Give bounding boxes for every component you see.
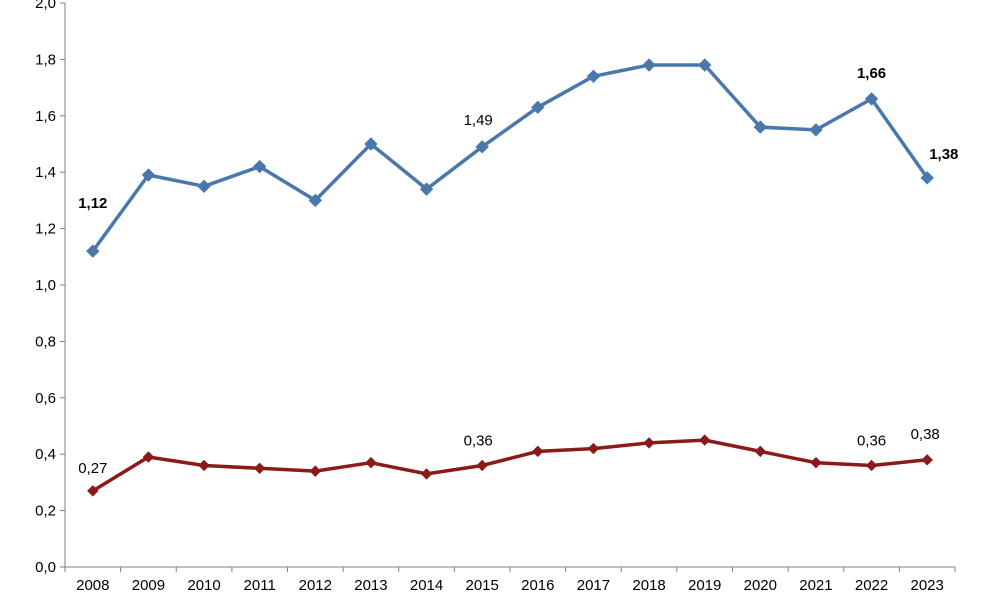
data-label: 0,38 xyxy=(911,426,940,443)
data-point-marker xyxy=(197,179,211,194)
data-point-marker xyxy=(532,445,544,458)
x-axis-ticks: 2008 2009 2010 2011 2012 2013 2014 2015 2016 2017… xyxy=(64,567,956,593)
data-label: 0,27 xyxy=(78,460,107,477)
data-point-marker xyxy=(809,123,823,137)
series-0 xyxy=(86,58,934,258)
y-tick-label: 0,8 xyxy=(35,333,56,350)
x-tick-label: 2012 xyxy=(299,577,332,593)
series-line xyxy=(91,63,929,253)
x-tick-label: 2022 xyxy=(855,577,888,593)
data-point-marker xyxy=(309,465,322,477)
y-tick-label: 0,0 xyxy=(35,559,56,576)
data-point-marker xyxy=(864,92,879,106)
data-point-marker xyxy=(142,451,155,463)
data-point-marker xyxy=(865,459,878,472)
y-tick-label: 1,6 xyxy=(35,108,56,125)
data-point-marker xyxy=(810,456,822,469)
data-label: 1,66 xyxy=(857,65,886,82)
series-1 xyxy=(87,434,933,497)
data-point-marker xyxy=(531,100,545,115)
data-label: 1,38 xyxy=(929,146,958,163)
data-point-marker xyxy=(642,58,656,72)
axes xyxy=(64,3,955,568)
y-tick-label: 2,0 xyxy=(35,0,56,12)
data-point-marker xyxy=(419,182,434,196)
series-line xyxy=(91,438,929,493)
x-tick-label: 2018 xyxy=(632,577,665,593)
x-tick-label: 2020 xyxy=(744,577,777,593)
data-point-marker xyxy=(308,193,323,208)
data-point-marker xyxy=(921,454,933,466)
data-point-marker xyxy=(86,244,100,258)
data-label: 0,36 xyxy=(857,432,886,449)
data-point-marker xyxy=(920,171,934,185)
data-point-marker xyxy=(753,120,768,134)
x-tick-label: 2013 xyxy=(354,577,387,593)
data-point-marker xyxy=(87,485,99,497)
series-layer xyxy=(86,58,934,497)
y-axis-ticks: 0,0 0,2 0,4 0,6 0,8 1,0 1,2 1,4 1,6 1,8 2,0 xyxy=(35,0,65,576)
data-point-marker xyxy=(476,459,488,472)
x-tick-label: 2015 xyxy=(466,577,499,593)
x-tick-label: 2019 xyxy=(688,577,721,593)
y-tick-label: 0,6 xyxy=(35,390,56,407)
y-tick-label: 0,2 xyxy=(35,503,56,520)
data-label: 0,36 xyxy=(464,432,493,449)
y-tick-label: 1,8 xyxy=(35,51,56,68)
data-label: 1,12 xyxy=(78,195,107,212)
data-point-marker xyxy=(252,159,267,174)
y-tick-label: 1,2 xyxy=(35,221,56,238)
data-point-marker xyxy=(365,456,377,469)
data-point-marker xyxy=(587,442,600,455)
data-point-marker xyxy=(364,137,378,151)
data-point-marker xyxy=(698,434,711,446)
x-tick-label: 2009 xyxy=(132,577,165,593)
x-tick-label: 2023 xyxy=(911,577,944,593)
x-tick-label: 2008 xyxy=(76,577,109,593)
data-point-marker xyxy=(643,437,655,449)
data-point-marker xyxy=(754,445,767,458)
data-label: 1,49 xyxy=(464,112,493,129)
x-tick-label: 2011 xyxy=(244,577,276,593)
data-point-marker xyxy=(475,140,489,154)
data-label-layer: 1,12 1,49 1,66 1,38 0,27 0,36 0,36 0,38 xyxy=(78,65,958,477)
data-point-marker xyxy=(198,459,210,472)
x-tick-label: 2010 xyxy=(187,577,220,593)
data-point-marker xyxy=(141,168,156,182)
y-tick-label: 1,4 xyxy=(35,164,56,181)
y-tick-label: 0,4 xyxy=(35,446,56,463)
x-tick-label: 2017 xyxy=(577,577,610,593)
data-point-marker xyxy=(420,468,433,480)
x-tick-label: 2021 xyxy=(799,577,832,593)
y-tick-label: 1,0 xyxy=(35,277,56,294)
data-point-marker xyxy=(697,58,712,72)
data-point-marker xyxy=(586,69,601,84)
x-tick-label: 2016 xyxy=(521,577,554,593)
x-tick-label: 2014 xyxy=(410,577,443,593)
data-point-marker xyxy=(253,462,266,475)
